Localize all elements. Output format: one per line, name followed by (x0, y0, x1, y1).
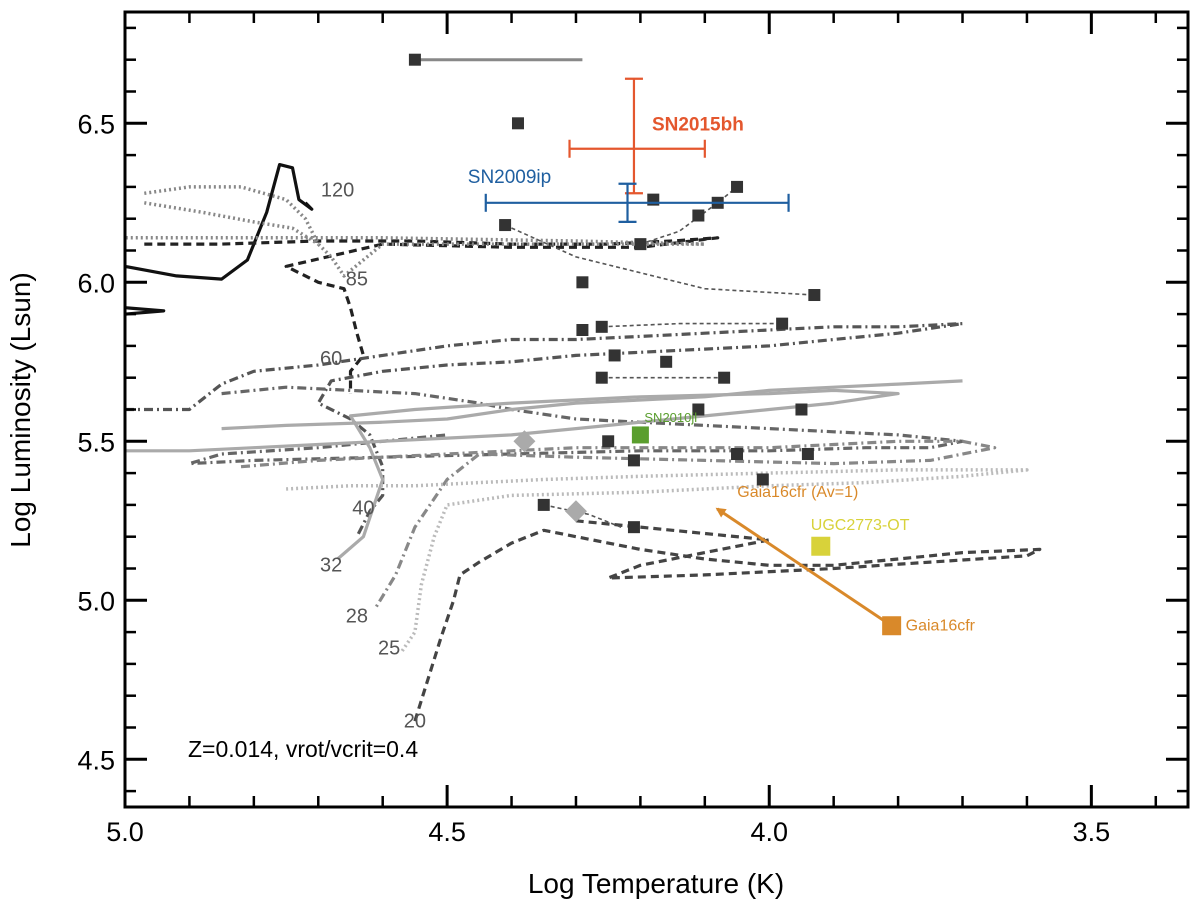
marker-sn2010jl (631, 426, 649, 444)
label-gaia16cfr-av1: Gaia16cfr (Av=1) (737, 484, 858, 501)
track-120d (125, 185, 707, 278)
gaia16cfr-extinction-arrow (715, 507, 893, 627)
square-marker-18 (795, 403, 808, 416)
mass-label-120: 120 (321, 179, 354, 201)
sequence-connector-0 (504, 224, 815, 296)
square-marker-19 (602, 435, 615, 448)
track-28 (240, 439, 997, 608)
diamond-marker-1 (564, 500, 587, 523)
square-marker-8 (576, 276, 589, 289)
x-axis-title: Log Temperature (K) (528, 868, 784, 899)
track-85 (144, 236, 720, 394)
square-marker-13 (595, 371, 608, 384)
y-axis-title: Log Luminosity (Lsun) (5, 272, 36, 547)
square-marker-14 (718, 371, 731, 384)
square-marker-2 (499, 219, 512, 232)
errorbar-SN2009ip (484, 182, 790, 223)
square-marker-15 (576, 324, 589, 336)
special-markers: SN2010jl UGC2773-OT Gaia16cfr Gaia16cfr (Av… (631, 410, 976, 636)
errorbar-SN2015bh (568, 77, 706, 195)
square-marker-12 (660, 355, 673, 368)
x-tick-label: 4.0 (750, 817, 788, 847)
track-120 (124, 163, 314, 281)
square-marker-21 (731, 448, 744, 461)
diamond-markers (513, 430, 587, 523)
square-marker-1 (511, 117, 524, 130)
mass-label-25: 25 (378, 637, 400, 659)
sequence-connector-4 (543, 504, 622, 528)
label-gaia16cfr: Gaia16cfr (906, 618, 976, 635)
evolutionary-tracks (124, 163, 1042, 722)
sequence-connector-2 (601, 322, 783, 328)
square-marker-24 (537, 498, 550, 511)
annotation-text: Z=0.014, vrot/vcrit=0.4 (188, 736, 418, 762)
square-marker-25 (627, 521, 640, 534)
track-60 (125, 322, 965, 538)
marker-gaia16cfr (882, 616, 902, 636)
mass-label-32: 32 (320, 555, 342, 577)
square-marker-0 (408, 53, 421, 66)
track-120b (124, 306, 166, 316)
label-ugc2773-ot: UGC2773-OT (811, 517, 910, 534)
x-tick-label: 4.5 (428, 817, 466, 847)
x-tick-label: 5.0 (106, 817, 144, 847)
mass-label-20: 20 (404, 711, 426, 733)
track-25 (286, 468, 1029, 653)
y-tick-label: 5.5 (77, 427, 115, 457)
axis-ticks: 5.0 4.5 4.0 3.5 4.5 5.0 5.5 6.0 6.5 (77, 12, 1188, 847)
y-tick-label: 6.0 (77, 268, 115, 298)
mass-label-85: 85 (346, 268, 368, 290)
track-85b (144, 201, 320, 246)
square-marker-9 (808, 289, 821, 302)
track-32 (125, 388, 900, 561)
label-sn2010jl: SN2010jl (644, 410, 697, 425)
square-marker-22 (801, 448, 814, 461)
track-20 (413, 519, 1042, 722)
marker-ugc2773-ot (811, 536, 831, 556)
square-marker-16 (776, 317, 789, 330)
y-tick-label: 4.5 (77, 745, 115, 775)
x-tick-label: 3.5 (1073, 817, 1111, 847)
mass-labels: 120 85 60 40 32 28 25 20 (320, 179, 426, 732)
square-marker-10 (595, 320, 608, 333)
y-tick-label: 6.5 (77, 109, 115, 139)
track-32b (221, 379, 963, 431)
square-marker-23 (756, 473, 769, 486)
square-marker-6 (692, 209, 705, 222)
mass-label-60: 60 (320, 348, 342, 370)
square-marker-11 (608, 349, 621, 362)
y-tick-label: 5.0 (77, 586, 115, 616)
square-marker-17 (692, 403, 705, 416)
square-marker-20 (627, 454, 640, 467)
mass-label-28: 28 (346, 606, 368, 628)
error-bars: SN2015bh SN2009ip (468, 77, 790, 223)
diamond-marker-0 (513, 430, 536, 453)
mass-label-40: 40 (352, 497, 374, 519)
square-marker-4 (731, 180, 744, 193)
square-marker-7 (634, 238, 647, 251)
label-sn2015bh: SN2015bh (652, 115, 744, 136)
label-sn2009ip: SN2009ip (468, 167, 551, 188)
